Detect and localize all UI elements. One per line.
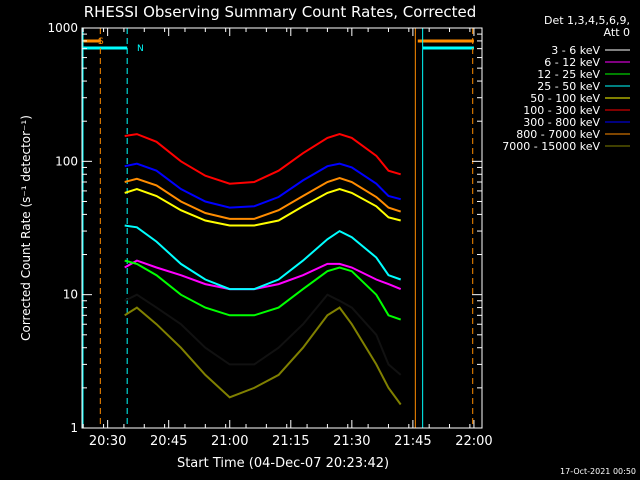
series-line [124, 133, 401, 185]
legend-entry: 12 - 25 keV [537, 68, 600, 81]
y-axis-ticks: 1 10 100 1000 [47, 21, 482, 435]
x-tick-label: 22:00 [455, 434, 492, 449]
flag-label: N [137, 44, 144, 54]
legend-entry: 7000 - 15000 keV [502, 140, 600, 153]
x-tick-label: 21:00 [211, 434, 248, 449]
x-axis-ticks: 20:30 20:45 21:00 21:15 21:30 21:45 22:00 [82, 28, 493, 449]
series-line [124, 176, 402, 220]
y-tick-label: 1000 [47, 21, 78, 35]
footer-date: 17-Oct-2021 00:50 [560, 467, 636, 476]
legend-entry: 25 - 50 keV [537, 80, 600, 93]
y-tick-label: 100 [55, 154, 78, 168]
legend-entry: 800 - 7000 keV [516, 128, 600, 141]
plot-area: SN [82, 28, 474, 428]
series-line [124, 259, 402, 291]
series-line [124, 259, 402, 321]
x-tick-label: 20:45 [150, 434, 187, 449]
x-tick-label: 21:15 [272, 434, 309, 449]
legend-entry: 100 - 300 keV [523, 104, 600, 117]
legend-entry: 3 - 6 keV [551, 44, 600, 57]
series-line [124, 293, 402, 376]
series-line [124, 224, 402, 291]
legend-entry: 6 - 12 keV [544, 56, 600, 69]
y-tick-label: 10 [63, 288, 78, 302]
series-line [124, 162, 401, 209]
chart-title: RHESSI Observing Summary Count Rates, Co… [84, 3, 477, 21]
legend-header: Att 0 [604, 26, 630, 39]
legend-header: Det 1,3,4,5,6,9, [544, 14, 630, 27]
y-tick-label: 1 [70, 421, 78, 435]
y-axis-label: Corrected Count Rate (s⁻¹ detector⁻¹) [19, 115, 33, 341]
legend-entry: 50 - 100 keV [530, 92, 600, 105]
legend-entry: 300 - 800 keV [523, 116, 600, 129]
series-line [124, 187, 401, 227]
x-tick-label: 20:30 [89, 434, 126, 449]
x-axis-label: Start Time (04-Dec-07 20:23:42) [177, 456, 389, 471]
plot-frame [81, 27, 483, 429]
flag-label: S [98, 37, 104, 47]
series-line [124, 306, 402, 406]
x-tick-label: 21:45 [394, 434, 431, 449]
x-tick-label: 21:30 [333, 434, 370, 449]
